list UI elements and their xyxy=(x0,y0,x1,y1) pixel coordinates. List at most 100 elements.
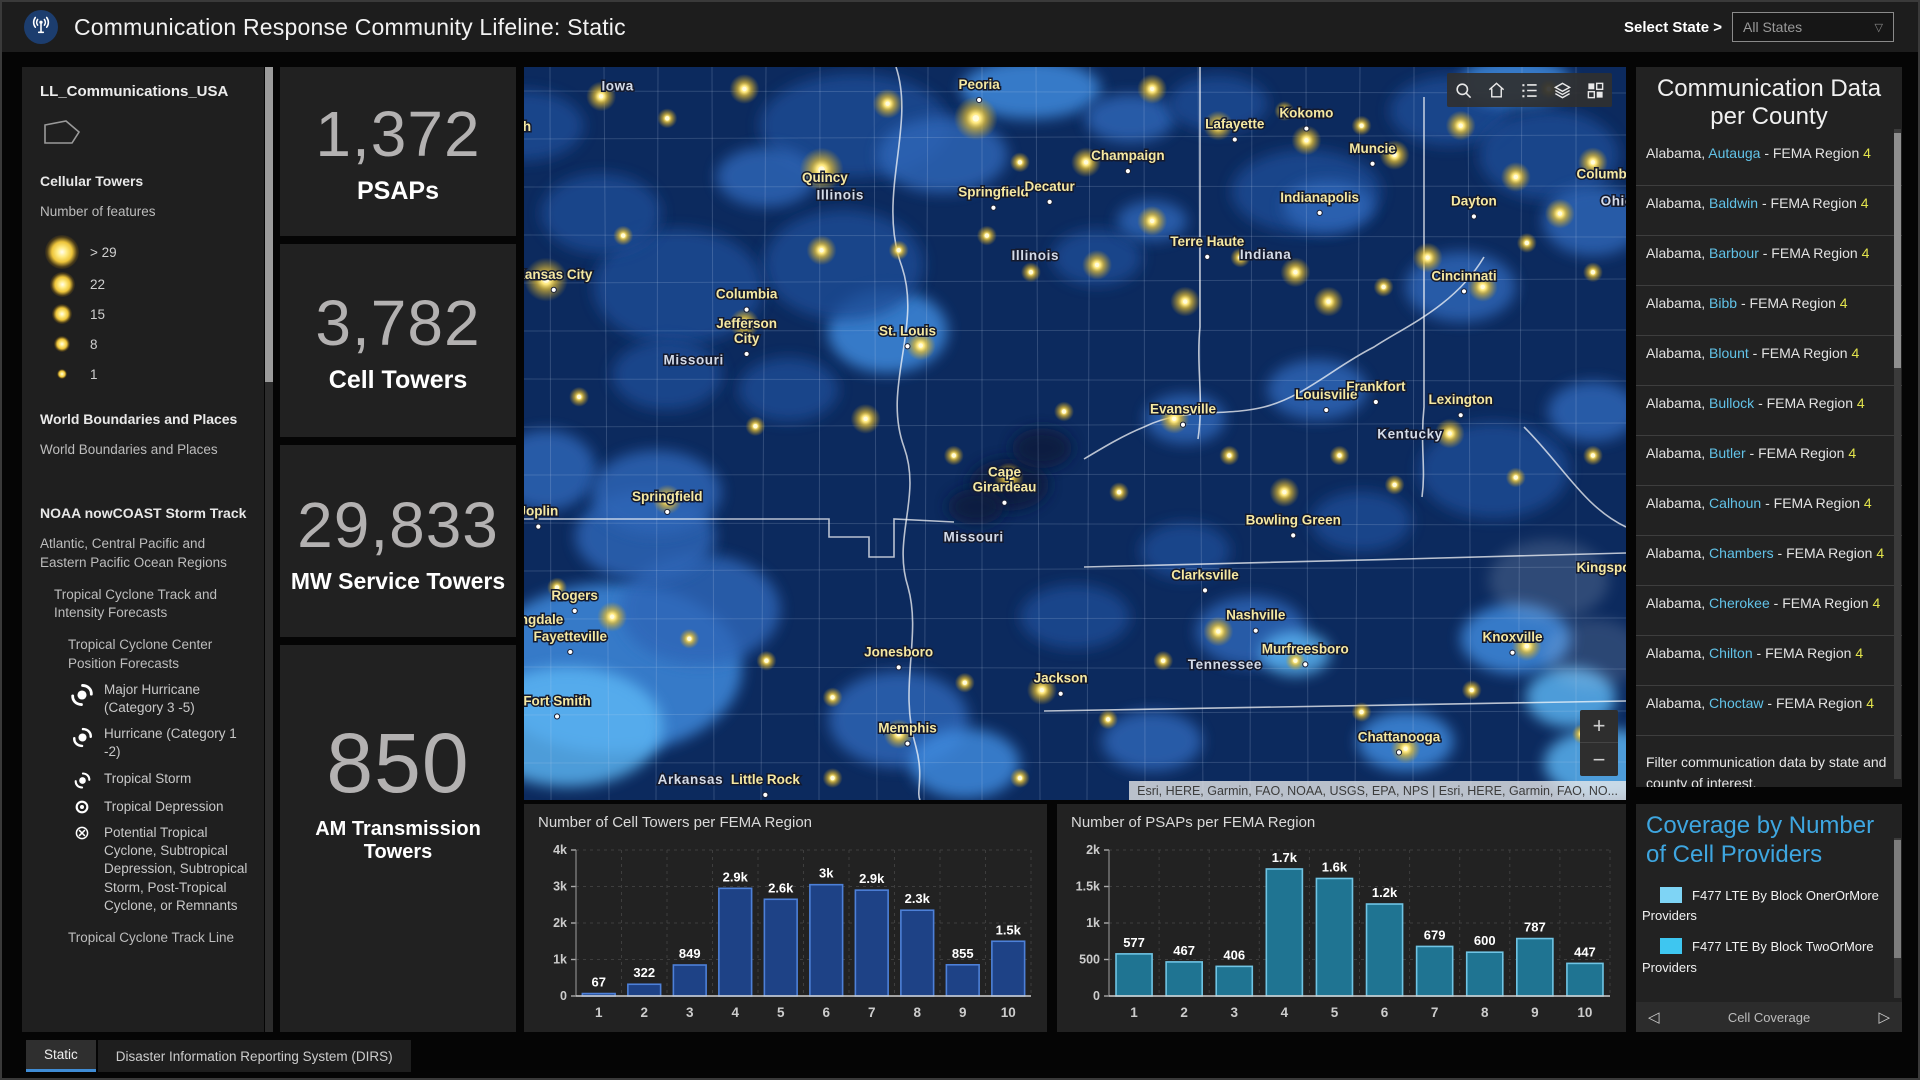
svg-text:8: 8 xyxy=(913,1005,921,1020)
tower-glow-icon xyxy=(49,271,75,297)
coverage-title: Coverage by Number of Cell Providers xyxy=(1646,812,1875,868)
svg-text:577: 577 xyxy=(1123,935,1145,950)
county-list-item[interactable]: Alabama, Chambers - FEMA Region 4 xyxy=(1636,536,1902,587)
zoom-out-button[interactable]: − xyxy=(1592,746,1606,772)
svg-text:2k: 2k xyxy=(1086,843,1100,857)
legend-dot-label: > 29 xyxy=(90,244,117,260)
state-dropdown[interactable]: All States ▽ xyxy=(1732,12,1894,42)
svg-text:Terre Haute: Terre Haute xyxy=(1170,234,1245,249)
tab-static[interactable]: Static xyxy=(26,1040,96,1072)
county-list-item[interactable]: Alabama, Chilton - FEMA Region 4 xyxy=(1636,636,1902,687)
county-list-item[interactable]: Alabama, Bibb - FEMA Region 4 xyxy=(1636,286,1902,337)
select-state-label: Select State > xyxy=(1624,18,1722,36)
pager-next-icon[interactable]: ▷ xyxy=(1878,1009,1890,1026)
svg-text:Jackson: Jackson xyxy=(1034,671,1088,686)
basemap-icon[interactable] xyxy=(1579,73,1612,107)
header-bar: Communication Response Community Lifelin… xyxy=(2,2,1918,52)
pager-prev-icon[interactable]: ◁ xyxy=(1648,1009,1660,1026)
legend-dot-label: 1 xyxy=(90,366,98,382)
svg-text:Murfreesboro: Murfreesboro xyxy=(1262,641,1349,656)
svg-text:1k: 1k xyxy=(553,953,567,967)
svg-text:855: 855 xyxy=(952,946,974,961)
stat-card-mw-towers: 29,833 MW Service Towers xyxy=(280,445,516,637)
svg-text:6: 6 xyxy=(822,1005,830,1020)
layers-icon[interactable] xyxy=(1546,73,1579,107)
svg-text:406: 406 xyxy=(1223,947,1245,962)
storm-type-legend: Major Hurricane (Category 3 -5) Hurricane… xyxy=(68,681,250,915)
svg-text:2.3k: 2.3k xyxy=(905,891,931,906)
tab-dirs[interactable]: Disaster Information Reporting System (D… xyxy=(97,1040,411,1072)
svg-text:Muncie: Muncie xyxy=(1349,141,1396,156)
county-list-item[interactable]: Alabama, Choctaw - FEMA Region 4 xyxy=(1636,686,1902,737)
legend-dot-label: 8 xyxy=(90,336,98,352)
county-list[interactable]: Alabama, Autauga - FEMA Region 4 Alabama,… xyxy=(1636,136,1902,748)
svg-text:5: 5 xyxy=(1331,1005,1339,1020)
legend-dot-label: 15 xyxy=(90,306,106,322)
county-list-item[interactable]: Alabama, Butler - FEMA Region 4 xyxy=(1636,436,1902,487)
county-list-scrollbar[interactable] xyxy=(1894,129,1901,779)
cell-towers-chart-title: Number of Cell Towers per FEMA Region xyxy=(538,814,812,831)
zoom-in-button[interactable]: + xyxy=(1580,710,1618,743)
psaps-chart[interactable]: 0 500 1k 1.5k 2k 577 1 467 2 406 3 1.7k 4 1.6k 5 1.2k 6 6… xyxy=(1057,804,1626,1032)
coverage-scrollbar[interactable] xyxy=(1894,838,1901,998)
map-view[interactable]: Iowa Peoria Kokomo Lafayette Muncie Champaign… xyxy=(524,67,1626,800)
county-list-item[interactable]: Alabama, Calhoun - FEMA Region 4 xyxy=(1636,486,1902,537)
county-list-item[interactable]: Alabama, Cherokee - FEMA Region 4 xyxy=(1636,586,1902,637)
am-towers-count: 850 xyxy=(326,716,470,810)
svg-text:3k: 3k xyxy=(819,866,834,881)
svg-text:Kokomo: Kokomo xyxy=(1279,106,1333,121)
search-icon[interactable] xyxy=(1447,73,1480,107)
psaps-count: 1,372 xyxy=(315,98,481,170)
storm-legend-label: Potential Tropical Cyclone, Subtropical … xyxy=(104,824,248,913)
county-list-item[interactable]: Alabama, Blount - FEMA Region 4 xyxy=(1636,336,1902,387)
svg-text:Frankfort: Frankfort xyxy=(1346,379,1406,394)
svg-text:Springdale: Springdale xyxy=(524,612,564,627)
svg-text:Illinois: Illinois xyxy=(1012,248,1060,263)
sidebar-scrollbar[interactable] xyxy=(265,67,273,1032)
stat-card-psaps: 1,372 PSAPs xyxy=(280,67,516,236)
tower-glow-icon xyxy=(45,235,79,270)
cell-towers-label: Cell Towers xyxy=(328,366,468,394)
mw-towers-count: 29,833 xyxy=(297,488,499,561)
world-boundaries-heading: World Boundaries and Places xyxy=(40,411,238,428)
home-icon[interactable] xyxy=(1480,73,1513,107)
legend-dot-row: > 29 xyxy=(40,235,250,270)
svg-text:Cincinnati: Cincinnati xyxy=(1431,268,1496,283)
svg-text:Illinois: Illinois xyxy=(816,188,864,203)
hurricane-major-icon xyxy=(68,681,96,708)
map-canvas[interactable]: Iowa Peoria Kokomo Lafayette Muncie Champaign… xyxy=(524,67,1626,800)
svg-text:Tennessee: Tennessee xyxy=(1188,657,1262,672)
chevron-down-icon: ▽ xyxy=(1874,21,1883,34)
state-dropdown-value: All States xyxy=(1743,19,1803,35)
tropical-storm-icon xyxy=(68,770,96,790)
cell-towers-chart-panel: Number of Cell Towers per FEMA Region 0 1… xyxy=(524,804,1047,1032)
svg-text:7: 7 xyxy=(868,1005,876,1020)
county-list-item[interactable]: Alabama, Autauga - FEMA Region 4 xyxy=(1636,136,1902,187)
legend-list-icon[interactable] xyxy=(1513,73,1546,107)
svg-text:10: 10 xyxy=(1577,1005,1592,1020)
svg-text:4k: 4k xyxy=(553,843,567,857)
app-logo xyxy=(24,10,58,44)
svg-text:322: 322 xyxy=(633,965,655,980)
svg-text:Joplin: Joplin xyxy=(524,504,558,519)
cyclone-track-item: Tropical Cyclone Track and Intensity For… xyxy=(54,586,218,621)
county-list-item[interactable]: Alabama, Clarke - FEMA Region 4 xyxy=(1636,736,1902,748)
svg-text:600: 600 xyxy=(1474,933,1496,948)
county-list-item[interactable]: Alabama, Bullock - FEMA Region 4 xyxy=(1636,386,1902,437)
svg-text:Indiana: Indiana xyxy=(1240,247,1291,262)
svg-text:679: 679 xyxy=(1424,927,1446,942)
tower-glow-icon xyxy=(54,336,70,353)
county-list-item[interactable]: Alabama, Barbour - FEMA Region 4 xyxy=(1636,236,1902,287)
layer-group-title: LL_Communications_USA xyxy=(40,83,229,100)
cell-towers-chart[interactable]: 0 1k 2k 3k 4k 67 1 322 2 849 3 2.9k 4 2.6k 5 3k 6 2.9k 7 2.… xyxy=(524,804,1047,1032)
county-list-item[interactable]: Alabama, Baldwin - FEMA Region 4 xyxy=(1636,186,1902,237)
stat-card-cell-towers: 3,782 Cell Towers xyxy=(280,244,516,437)
svg-text:Springfield: Springfield xyxy=(958,185,1028,200)
svg-text:67: 67 xyxy=(592,975,606,990)
cell-towers-count: 3,782 xyxy=(315,287,481,359)
tower-glow-icon xyxy=(52,304,72,325)
page-title: Communication Response Community Lifelin… xyxy=(74,13,626,40)
svg-text:Ohio: Ohio xyxy=(1601,194,1626,209)
